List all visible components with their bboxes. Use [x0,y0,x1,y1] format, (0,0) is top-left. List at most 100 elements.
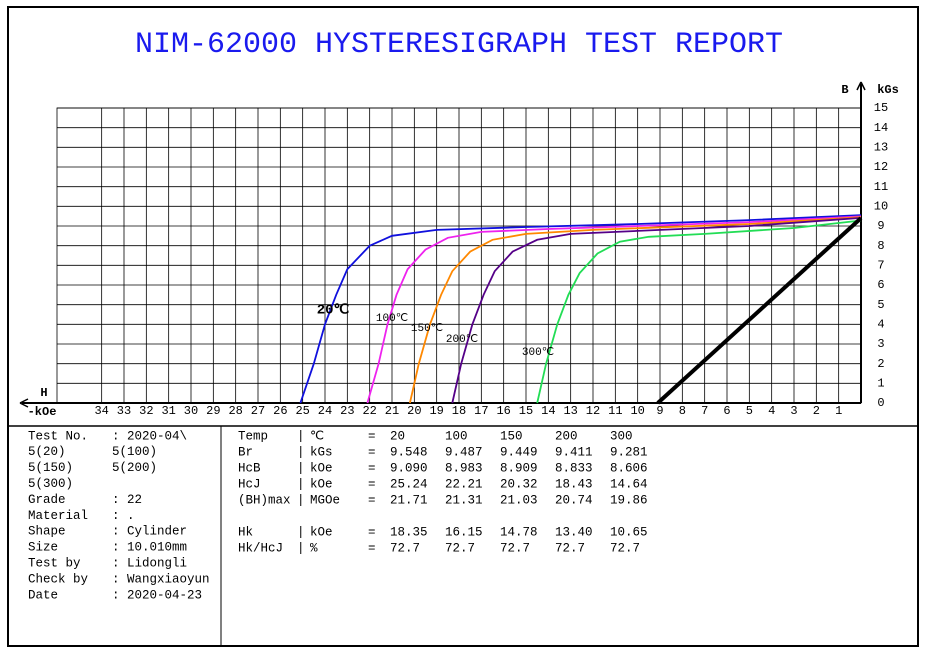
x-tick-label: 23 [340,404,354,418]
table-cell: 72.7 [610,541,640,555]
info-text: Material [28,509,88,523]
y-tick-label: 1 [877,377,884,391]
table-cell: 9.281 [610,445,648,459]
table-cell: 8.909 [500,461,538,475]
info-text: : Lidongli [112,556,187,570]
x-tick-label: 34 [94,404,108,418]
y-arrow [856,81,866,91]
y-tick-label: 15 [874,101,888,115]
x-tick-label: 10 [630,404,644,418]
table-cell: 21.03 [500,493,538,507]
table-cell: kGs [310,445,333,459]
x-tick-label: 21 [385,404,399,418]
info-text: Size [28,541,58,555]
x-tick-label: 8 [679,404,686,418]
table-cell: | [297,445,305,459]
frame [7,6,919,647]
table-cell: = [368,461,376,475]
table-cell: Hk/HcJ [238,541,283,555]
table-cell: = [368,429,376,443]
x-tick-label: 5 [746,404,753,418]
y-tick-label: 7 [877,259,884,273]
table-cell: 150 [500,429,523,443]
y-tick-label: 10 [874,200,888,214]
table-cell: 9.449 [500,445,538,459]
table-cell: 300 [610,429,633,443]
table-cell: 20.74 [555,493,593,507]
table-cell: 200 [555,429,578,443]
table-cell: Br [238,445,253,459]
x-tick-label: 32 [139,404,153,418]
info-text: : 10.010mm [112,541,187,555]
x-tick-label: 16 [496,404,510,418]
curve-label: 300℃ [522,347,554,359]
y-tick-label: 12 [874,160,888,174]
table-cell: 16.15 [445,525,483,539]
x-tick-label: 9 [656,404,663,418]
table-cell: 18.35 [390,525,428,539]
table-cell: 8.606 [610,461,648,475]
table-cell: | [297,525,305,539]
x-tick-label: 22 [362,404,376,418]
info-text: : Cylinder [112,525,187,539]
table-cell: 8.983 [445,461,483,475]
x-tick-label: 11 [608,404,622,418]
table-cell: 9.548 [390,445,428,459]
info-text: 5(100) [112,445,157,459]
table-cell: HcB [238,461,261,475]
x-tick-label: 12 [586,404,600,418]
table-cell: 14.64 [610,477,648,491]
x-tick-label: 31 [161,404,175,418]
x-tick-label: 20 [407,404,421,418]
table-cell: 72.7 [500,541,530,555]
x-tick-label: 6 [723,404,730,418]
table-cell: 9.411 [555,445,593,459]
table-cell: ℃ [310,429,324,443]
x-tick-label: 28 [228,404,242,418]
table-cell: kOe [310,525,333,539]
table-cell: 72.7 [555,541,585,555]
table-cell: | [297,477,305,491]
x-tick-label: 3 [790,404,797,418]
table-cell: 20 [390,429,405,443]
table-cell: 9.487 [445,445,483,459]
y-tick-label: 4 [877,318,884,332]
x-tick-label: 27 [251,404,265,418]
table-cell: | [297,541,305,555]
table-cell: 21.31 [445,493,483,507]
table-cell: kOe [310,461,333,475]
table-cell: | [297,461,305,475]
curve [299,214,862,404]
table-cell: = [368,477,376,491]
table-cell: 100 [445,429,468,443]
info-text: Test No. [28,429,88,443]
x-tick-label: 14 [541,404,555,418]
table-cell: 21.71 [390,493,428,507]
table-cell: 25.24 [390,477,428,491]
table-cell: 9.090 [390,461,428,475]
table-cell: 10.65 [610,525,648,539]
x-tick-label: 15 [519,404,533,418]
x-unit: -kOe [28,405,57,419]
curve [451,217,862,404]
x-tick-label: 1 [835,404,842,418]
x-tick-label: 30 [184,404,198,418]
x-tick-label: 25 [295,404,309,418]
info-text: : 2020-04\ [112,429,187,443]
y-tick-label: 11 [874,180,888,194]
x-tick-label: 29 [206,404,220,418]
info-text: Test by [28,556,81,570]
table-cell: Hk [238,525,253,539]
table-cell: = [368,445,376,459]
x-tick-label: 18 [452,404,466,418]
info-text: : Wangxiaoyun [112,572,210,586]
y-tick-label: 13 [874,141,888,155]
x-tick-label: 13 [563,404,577,418]
table-cell: (BH)max [238,493,291,507]
info-text: : . [112,509,135,523]
x-tick-label: 19 [429,404,443,418]
y-tick-label: 14 [874,121,888,135]
curve-label: 200℃ [446,334,478,346]
table-cell: = [368,541,376,555]
y-tick-label: 9 [877,219,884,233]
